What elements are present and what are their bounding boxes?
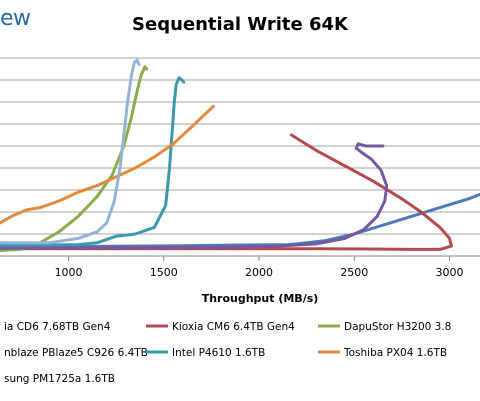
legend-item-6: sung PM1725a 1.6TB bbox=[4, 373, 115, 385]
chart-legend: ia CD6 7.68TB Gen4 Kioxia CM6 6.4TB Gen4 D… bbox=[4, 321, 451, 385]
legend-label-2: DapuStor H3200 3.8 bbox=[344, 321, 451, 333]
x-tick-label-4: 3000 bbox=[436, 266, 464, 279]
legend-label-5: Toshiba PX04 1.6TB bbox=[343, 347, 447, 359]
legend-item-1: Kioxia CM6 6.4TB Gen4 bbox=[146, 321, 295, 333]
legend-label-6: sung PM1725a 1.6TB bbox=[4, 373, 115, 385]
chart-x-ticks: 1000 1500 2000 2500 3000 bbox=[55, 256, 464, 279]
legend-item-2: DapuStor H3200 3.8 bbox=[318, 321, 451, 333]
chart-gridlines bbox=[0, 57, 480, 235]
series-line-4 bbox=[0, 76, 186, 247]
legend-item-5: Toshiba PX04 1.6TB bbox=[318, 347, 447, 359]
x-tick-label-3: 2500 bbox=[340, 266, 368, 279]
series-line-5 bbox=[0, 104, 215, 225]
legend-label-3: nblaze PBlaze5 C926 6.4TB bbox=[4, 347, 148, 359]
legend-item-0: ia CD6 7.68TB Gen4 bbox=[4, 321, 111, 333]
x-axis-label: Throughput (MB/s) bbox=[202, 292, 319, 305]
series-line-3 bbox=[0, 142, 389, 250]
legend-label-1: Kioxia CM6 6.4TB Gen4 bbox=[172, 321, 295, 333]
x-tick-label-2: 2000 bbox=[245, 266, 273, 279]
legend-label-4: Intel P4610 1.6TB bbox=[172, 347, 265, 359]
series-line-6 bbox=[0, 58, 141, 245]
chart-series bbox=[0, 58, 480, 252]
series-line-2 bbox=[0, 65, 149, 252]
x-tick-label-0: 1000 bbox=[55, 266, 83, 279]
legend-item-3: nblaze PBlaze5 C926 6.4TB bbox=[4, 347, 148, 359]
legend-item-4: Intel P4610 1.6TB bbox=[146, 347, 265, 359]
series-line-0 bbox=[0, 192, 480, 249]
legend-label-0: ia CD6 7.68TB Gen4 bbox=[4, 321, 111, 333]
chart-title: Sequential Write 64K bbox=[132, 14, 348, 35]
series-line-1 bbox=[0, 133, 453, 251]
x-tick-label-1: 1500 bbox=[150, 266, 178, 279]
brand-logo-text: ew bbox=[0, 6, 31, 31]
